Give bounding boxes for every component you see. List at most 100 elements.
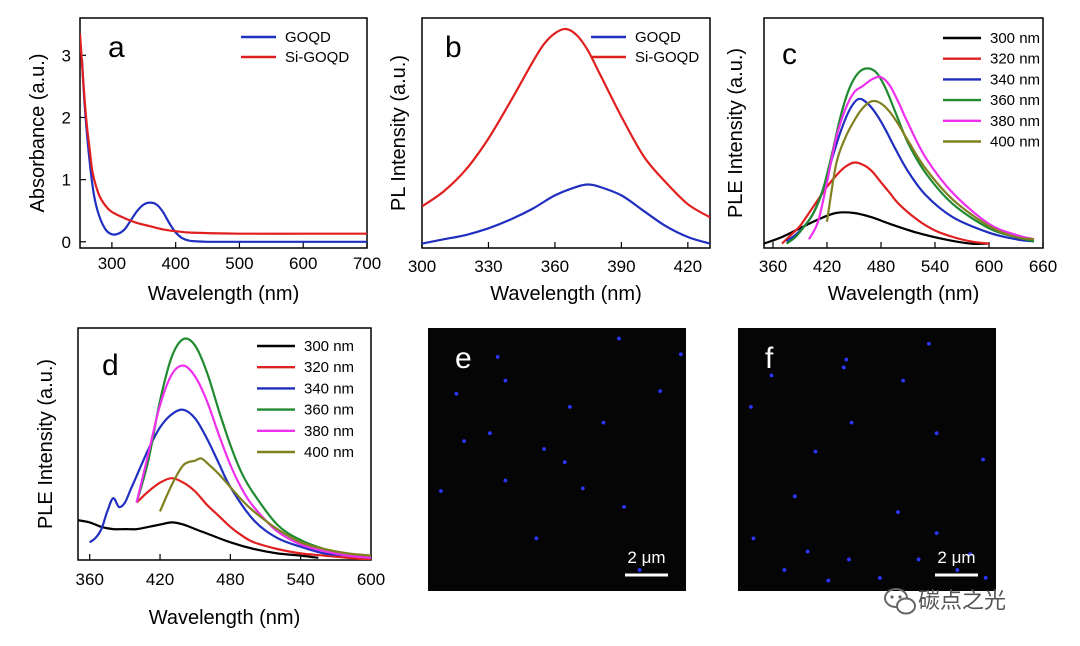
legend-label: 380 nm [304, 423, 354, 440]
panel-letter: b [445, 31, 462, 64]
particle-dot [981, 457, 985, 462]
x-tick-label: 480 [216, 570, 244, 589]
legend-label: 360 nm [990, 92, 1040, 109]
y-tick-label: 2 [62, 108, 71, 127]
particle-dot [916, 557, 921, 562]
plot-frame [77, 327, 372, 561]
particle-dot [751, 536, 756, 541]
legend-label: GOQD [285, 29, 331, 46]
particle-dot [503, 378, 508, 383]
particle-dot [568, 405, 572, 409]
particle-dot [637, 568, 642, 572]
plot-frame [763, 17, 1044, 249]
series-line-400-nm [825, 99, 1035, 241]
legend-label: Si-GOQD [635, 49, 699, 66]
x-tick-label: 480 [867, 257, 895, 276]
particle-dot [488, 431, 492, 436]
y-tick-label: 3 [62, 46, 71, 65]
x-tick-label: 540 [921, 257, 949, 276]
panel-letter: d [102, 349, 119, 382]
particle-dot [896, 510, 900, 514]
series-line-goqd [422, 183, 710, 245]
legend-label: Si-GOQD [285, 49, 349, 66]
x-tick-label: 420 [813, 257, 841, 276]
x-tick-label: 660 [1029, 257, 1057, 276]
particle-dot [968, 552, 973, 557]
panel-f-micrograph: f 2 μm [738, 328, 996, 591]
y-axis-title: PLE Intensity (a.u.) [725, 48, 747, 218]
x-tick-label: 390 [607, 257, 635, 276]
particle-dot [678, 352, 683, 357]
x-tick-label: 500 [225, 254, 253, 273]
x-tick-label: 360 [541, 257, 569, 276]
particle-dot [849, 420, 854, 425]
particle-dot [934, 531, 939, 536]
x-tick-label: 300 [408, 257, 436, 276]
micrograph-image [738, 328, 996, 591]
legend-label: 360 nm [304, 402, 354, 419]
particle-dot [534, 536, 539, 541]
x-axis-title: Wavelength (nm) [490, 283, 642, 305]
y-axis-title: PL Intensity (a.u.) [388, 55, 410, 211]
particle-dot [805, 549, 810, 554]
particle-dot [844, 357, 849, 362]
y-tick-label: 1 [62, 171, 71, 190]
series-line-goqd [80, 58, 367, 243]
x-tick-label: 330 [474, 257, 502, 276]
y-tick-label: 0 [62, 233, 71, 252]
particle-dot [542, 447, 546, 451]
particle-dot [955, 568, 960, 572]
particle-dot [562, 460, 567, 465]
x-tick-label: 420 [146, 570, 174, 589]
x-axis-title: Wavelength (nm) [148, 283, 300, 305]
series-line-si-goqd [422, 27, 710, 219]
series-line-320-nm [781, 161, 990, 245]
series-line-380-nm [135, 364, 371, 559]
legend-label: 320 nm [990, 51, 1040, 68]
series-line-si-goqd [80, 33, 367, 235]
legend-label: 340 nm [304, 380, 354, 397]
x-tick-label: 360 [759, 257, 787, 276]
series-line-360-nm [785, 67, 1035, 245]
particle-dot [769, 373, 774, 378]
x-tick-label: 600 [975, 257, 1003, 276]
series-line-400-nm [158, 457, 371, 557]
plot-frame [421, 17, 711, 249]
particle-dot [782, 568, 787, 572]
particle-dot [462, 439, 467, 443]
particle-dot [927, 341, 931, 346]
x-tick-label: 600 [289, 254, 317, 273]
x-tick-label: 700 [353, 254, 381, 273]
x-axis-title: Wavelength (nm) [828, 283, 980, 305]
particle-dot [841, 365, 846, 370]
legend-label: 400 nm [304, 444, 354, 461]
legend-label: 340 nm [990, 71, 1040, 88]
particle-dot [983, 575, 988, 580]
scale-bar-label: 2 μm [937, 548, 975, 567]
panel-b-chart: 300 330 360 390 420 Wavelength (nm) PL Intensi… [388, 17, 711, 305]
watermark: 碳点之光 [884, 588, 1006, 615]
particle-dot [495, 355, 500, 359]
scale-bar-label: 2 μm [627, 548, 665, 567]
x-tick-label: 360 [76, 570, 104, 589]
particle-dot [580, 486, 585, 491]
panel-letter: a [108, 31, 125, 64]
legend-label: 380 nm [990, 113, 1040, 130]
legend-label: 400 nm [990, 134, 1040, 151]
x-tick-label: 400 [161, 254, 189, 273]
particle-dot [622, 504, 626, 509]
legend-label: 300 nm [990, 30, 1040, 47]
particle-dot [439, 489, 443, 493]
x-tick-label: 420 [674, 257, 702, 276]
panel-c-chart: 360 420 480 540 600 660 Wavelength (nm) PLE Int… [725, 17, 1057, 305]
watermark-text: 碳点之光 [918, 588, 1006, 613]
x-axis-title: Wavelength (nm) [149, 607, 301, 629]
series-line-340-nm [89, 408, 371, 559]
series-line-320-nm [135, 477, 371, 560]
panel-letter: f [765, 342, 774, 375]
wechat-icon [884, 588, 916, 615]
particle-dot [454, 391, 459, 396]
plot-frame [79, 17, 368, 249]
particle-dot [813, 449, 818, 454]
particle-dot [658, 389, 663, 394]
